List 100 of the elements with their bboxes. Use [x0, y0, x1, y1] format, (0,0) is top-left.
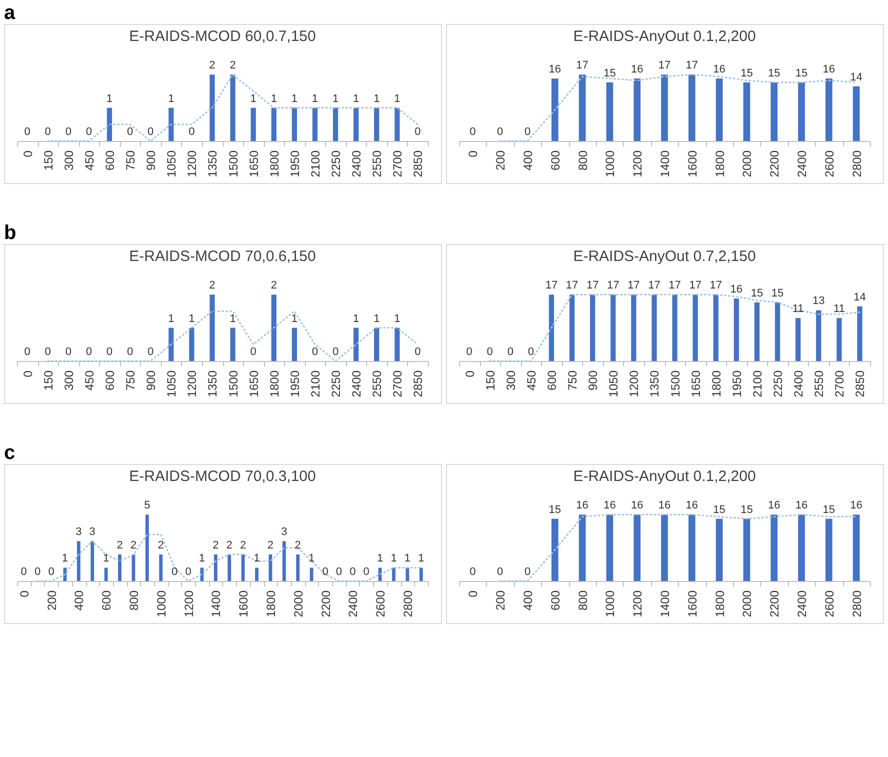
- x-tick-label: 2400: [795, 150, 809, 178]
- x-tick-label: 1800: [267, 370, 282, 398]
- x-tick-label: 1500: [668, 370, 682, 398]
- x-tick-label: 450: [524, 370, 538, 391]
- data-label: 16: [850, 500, 862, 512]
- data-label: 1: [418, 552, 424, 565]
- x-tick-label: 2700: [390, 370, 405, 398]
- bar: [76, 541, 80, 581]
- x-tick-label: 750: [566, 370, 580, 391]
- data-label: 0: [106, 346, 113, 358]
- bar: [816, 310, 822, 361]
- x-tick-label: 1000: [603, 590, 618, 618]
- x-tick-label: 2600: [374, 590, 388, 618]
- data-label: 1: [376, 552, 384, 565]
- data-label: 0: [332, 346, 339, 358]
- x-tick-label: 1600: [236, 590, 251, 618]
- data-label: 2: [230, 60, 236, 72]
- data-label: 0: [24, 126, 30, 138]
- text: c: [4, 442, 16, 464]
- bar: [63, 568, 67, 581]
- x-tick-label: 800: [126, 590, 141, 611]
- text: b: [4, 222, 18, 244]
- data-label: 0: [470, 566, 476, 578]
- data-label: 3: [281, 526, 288, 538]
- data-label: 0: [524, 566, 531, 578]
- data-label: 2: [212, 539, 219, 552]
- x-tick-label: 2250: [771, 370, 786, 398]
- x-tick-label: 1350: [648, 370, 662, 398]
- x-tick-label: 1200: [630, 590, 645, 618]
- data-label: 11: [833, 303, 845, 316]
- bar: [770, 82, 778, 141]
- data-label: 15: [771, 287, 784, 300]
- data-label: 0: [250, 346, 256, 358]
- bar: [825, 78, 832, 141]
- x-tick-label: 900: [144, 370, 158, 391]
- bar: [836, 318, 842, 361]
- x-tick-label: 2550: [370, 150, 384, 178]
- data-label: 0: [65, 126, 72, 138]
- x-tick-label: 1800: [712, 590, 727, 618]
- data-label: 0: [528, 346, 534, 358]
- data-label: 16: [576, 500, 588, 512]
- data-label: 17: [710, 280, 722, 292]
- bar: [634, 78, 641, 141]
- x-tick-label: 2800: [400, 590, 415, 618]
- x-tick-label: 300: [62, 370, 76, 391]
- chart-title: E-RAIDS-MCOD 70,0.6,150: [129, 248, 316, 265]
- x-tick-label: 1500: [226, 150, 240, 178]
- data-label: 15: [795, 67, 808, 80]
- data-label: 16: [768, 500, 780, 512]
- data-label: 1: [102, 552, 110, 565]
- text: a: [4, 2, 16, 24]
- data-label: 16: [795, 500, 808, 512]
- data-label: 0: [24, 346, 30, 358]
- data-label: 17: [586, 280, 599, 292]
- bar: [419, 568, 423, 581]
- x-tick-label: 150: [41, 150, 56, 171]
- data-label: 1: [394, 92, 400, 105]
- data-label: 1: [250, 92, 256, 105]
- data-label: 2: [294, 539, 301, 552]
- x-tick-label: 750: [124, 150, 138, 171]
- data-label: 0: [148, 126, 154, 138]
- x-tick-label: 1350: [206, 370, 220, 398]
- bar: [296, 554, 300, 581]
- data-label: 0: [466, 346, 472, 358]
- data-label: 15: [822, 504, 836, 516]
- x-tick-label: 1600: [685, 150, 700, 178]
- data-label: 3: [76, 526, 82, 538]
- data-label: 16: [548, 64, 562, 76]
- x-tick-label: 0: [466, 150, 480, 158]
- x-tick-label: 600: [102, 150, 117, 171]
- bar: [118, 554, 122, 581]
- x-tick-label: 1650: [688, 370, 703, 398]
- x-tick-label: 2400: [346, 590, 360, 618]
- x-tick-label: 2000: [740, 590, 754, 618]
- chart-title: E-RAIDS-AnyOut 0.1,2,200: [573, 28, 756, 45]
- x-tick-label: 1800: [264, 590, 278, 618]
- x-tick-label: 0: [466, 590, 480, 598]
- data-label: 2: [130, 539, 137, 552]
- data-label: 0: [86, 346, 92, 358]
- data-label: 0: [148, 346, 154, 358]
- data-label: 16: [630, 500, 644, 512]
- data-label: 13: [812, 295, 825, 308]
- bar: [688, 74, 696, 141]
- x-tick-label: 400: [521, 150, 535, 171]
- x-tick-label: 1350: [206, 150, 220, 178]
- bar: [255, 568, 258, 581]
- bar: [631, 294, 636, 361]
- data-label: 0: [65, 346, 72, 358]
- bar: [798, 82, 805, 141]
- data-label: 1: [404, 552, 411, 565]
- bar: [90, 541, 94, 581]
- bar: [551, 78, 558, 141]
- x-tick-label: 400: [521, 590, 535, 611]
- data-label: 0: [524, 126, 531, 138]
- x-tick-label: 200: [44, 590, 59, 611]
- x-tick-label: 2200: [768, 590, 782, 618]
- data-label: 15: [768, 67, 780, 80]
- data-label: 1: [230, 312, 236, 325]
- data-label: 1: [312, 92, 318, 105]
- data-label: 1: [394, 312, 400, 325]
